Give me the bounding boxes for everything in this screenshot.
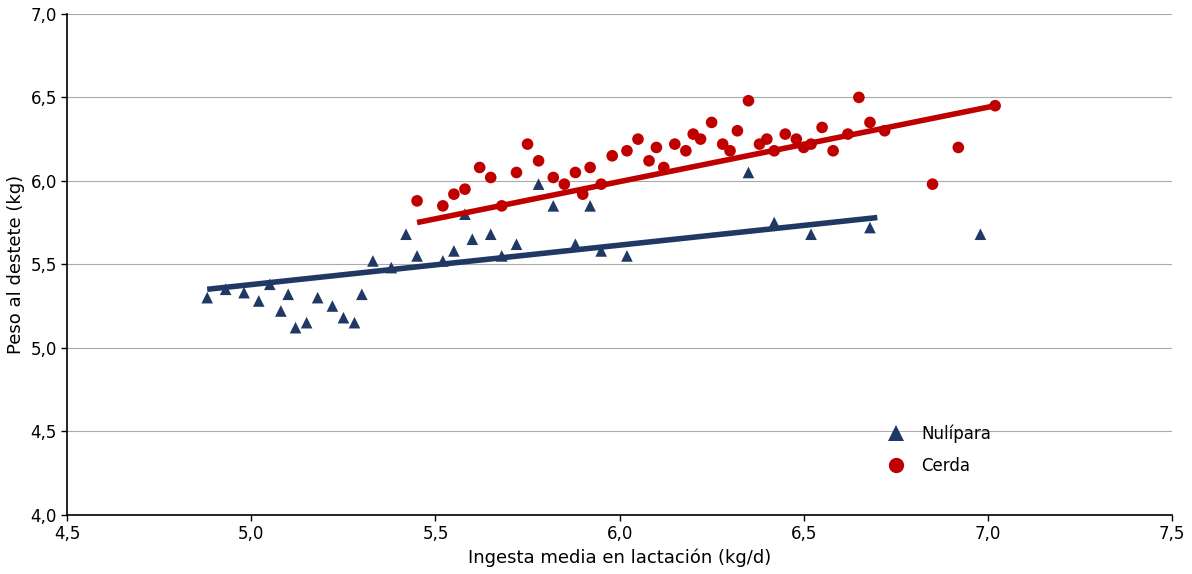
Cerda [591,180,610,189]
Cerda [757,134,776,144]
Cerda [838,130,857,139]
Nulípara [216,285,235,294]
Nulípara [279,290,298,299]
Nulípara [445,246,464,255]
Nulípara [297,318,316,327]
Cerda [470,163,489,172]
Cerda [507,168,526,177]
Nulípara [308,293,327,302]
Cerda [739,96,758,105]
Nulípara [617,251,637,261]
Cerda [787,134,806,144]
Nulípara [739,168,758,177]
Cerda [765,146,784,156]
Nulípara [462,235,482,244]
Cerda [554,180,573,189]
Cerda [639,156,658,165]
Nulípara [249,296,268,305]
Cerda [455,185,474,194]
Nulípara [198,293,217,302]
Nulípara [323,301,342,311]
Nulípara [765,218,784,227]
Cerda [581,163,600,172]
Cerda [750,139,769,149]
Cerda [801,139,820,149]
Nulípara [544,201,563,211]
Cerda [923,180,942,189]
Cerda [445,189,464,199]
Nulípara [272,307,291,316]
X-axis label: Ingesta media en lactación (kg/d): Ingesta media en lactación (kg/d) [468,549,771,567]
Cerda [776,130,795,139]
Cerda [519,139,538,149]
Nulípara [408,251,427,261]
Nulípara [455,210,474,219]
Cerda [702,118,721,127]
Nulípara [482,230,501,239]
Nulípara [344,318,364,327]
Nulípara [529,180,548,189]
Cerda [861,118,880,127]
Cerda [482,173,501,182]
Cerda [713,139,732,149]
Cerda [824,146,843,156]
Cerda [573,189,592,199]
Cerda [794,143,813,152]
Cerda [544,173,563,182]
Nulípara [591,246,610,255]
Nulípara [801,230,820,239]
Nulípara [381,263,401,272]
Nulípara [364,257,383,266]
Nulípara [260,280,279,289]
Cerda [434,201,453,211]
Cerda [850,93,869,102]
Nulípara [334,313,353,322]
Nulípara [861,223,880,232]
Cerda [720,146,739,156]
Cerda [566,168,585,177]
Cerda [986,101,1005,110]
Nulípara [235,288,254,297]
Cerda [628,134,647,144]
Legend: Nulípara, Cerda: Nulípara, Cerda [873,418,998,481]
Cerda [529,156,548,165]
Nulípara [353,290,372,299]
Cerda [408,196,427,205]
Cerda [647,143,666,152]
Cerda [665,139,684,149]
Nulípara [507,240,526,249]
Cerda [684,130,703,139]
Nulípara [566,240,585,249]
Cerda [813,123,832,132]
Nulípara [970,230,989,239]
Nulípara [397,230,416,239]
Cerda [617,146,637,156]
Cerda [492,201,511,211]
Y-axis label: Peso al destete (kg): Peso al destete (kg) [7,174,25,354]
Cerda [676,146,695,156]
Cerda [654,163,673,172]
Nulípara [492,251,511,261]
Nulípara [581,201,600,211]
Cerda [691,134,710,144]
Nulípara [434,257,453,266]
Cerda [728,126,747,135]
Cerda [875,126,894,135]
Cerda [603,151,622,160]
Nulípara [286,323,305,332]
Cerda [949,143,968,152]
